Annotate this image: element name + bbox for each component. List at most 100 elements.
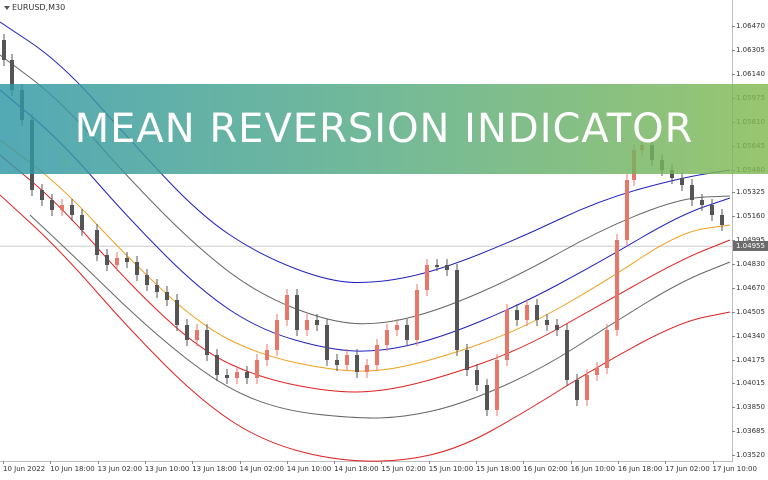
dropdown-triangle-icon[interactable]	[4, 5, 10, 10]
bearish-candle	[555, 325, 559, 330]
time-tick-label: 10 Jun 18:00	[50, 461, 95, 473]
bearish-candle	[245, 372, 249, 378]
time-tick-label: 16 Jun 02:00	[523, 461, 568, 473]
time-tick-label: 17 Jun 10:00	[712, 461, 757, 473]
time-tick-label: 15 Jun 02:00	[381, 461, 426, 473]
mean-line	[0, 139, 731, 372]
bearish-candle	[315, 320, 319, 325]
symbol-label: EURUSD,M30	[4, 3, 65, 12]
bullish-candle	[275, 320, 279, 350]
time-tick-label: 14 Jun 18:00	[334, 461, 379, 473]
bearish-candle	[545, 320, 549, 325]
bullish-candle	[615, 240, 619, 330]
price-tick-label: 1.04505	[732, 307, 765, 316]
bearish-candle	[325, 325, 329, 360]
bearish-candle	[185, 325, 189, 340]
symbol-text: EURUSD,M30	[12, 3, 66, 12]
price-tick-label: 1.04340	[732, 331, 765, 340]
price-tick-label: 1.03520	[732, 451, 765, 459]
bearish-candle	[10, 60, 14, 90]
bearish-candle	[125, 258, 129, 262]
bearish-candle	[145, 275, 149, 285]
bearish-candle	[70, 205, 74, 215]
time-axis[interactable]: 10 Jun 2022 10 Jun 18:00 13 Jun 02:00 13 Ju…	[0, 461, 768, 480]
bearish-candle	[165, 292, 169, 300]
bearish-candle	[215, 355, 219, 375]
price-chart[interactable]	[0, 0, 733, 462]
time-tick-label: 16 Jun 10:00	[570, 461, 616, 473]
bullish-candle	[255, 360, 259, 378]
time-tick-label: 16 Jun 18:00	[617, 461, 663, 473]
bearish-candle	[405, 325, 409, 340]
bullish-candle	[115, 258, 119, 265]
bullish-candle	[425, 265, 429, 290]
bearish-candle	[2, 40, 6, 60]
price-tick-label: 1.06305	[732, 45, 765, 54]
bullish-candle	[415, 290, 419, 340]
time-tick-label: 17 Jun 02:00	[665, 461, 710, 473]
bearish-candle	[670, 170, 674, 178]
time-tick-label: 10 Jun 2022	[3, 461, 46, 473]
bearish-candle	[720, 215, 724, 225]
bearish-candle	[355, 355, 359, 372]
price-tick-label: 1.03685	[732, 426, 765, 435]
price-tick-label: 1.03850	[732, 402, 765, 411]
bearish-candle	[565, 330, 569, 380]
bullish-candle	[385, 330, 389, 345]
bearish-candle	[40, 190, 44, 200]
bearish-candle	[80, 215, 84, 230]
lower-red-band-inner	[0, 154, 731, 393]
current-price-marker: 1.04955	[733, 241, 768, 252]
bearish-candle	[445, 265, 449, 270]
lower-red-band-outer	[0, 194, 731, 462]
time-tick-label: 15 Jun 10:00	[428, 461, 474, 473]
bullish-candle	[305, 320, 309, 330]
bearish-candle	[485, 385, 489, 410]
bullish-candle	[365, 365, 369, 372]
plot-area[interactable]: EURUSD,M30	[0, 0, 733, 462]
title-banner: MEAN REVERSION INDICATOR	[0, 84, 768, 174]
bearish-candle	[335, 360, 339, 365]
bearish-candle	[135, 262, 139, 275]
bearish-candle	[680, 178, 684, 185]
bearish-candle	[575, 380, 579, 400]
bearish-candle	[475, 370, 479, 385]
bullish-candle	[595, 368, 599, 375]
price-tick-label: 1.04670	[732, 283, 765, 292]
price-tick-label: 1.04175	[732, 355, 765, 364]
bearish-candle	[455, 270, 459, 350]
price-axis[interactable]: 1.064701.063051.061401.059751.058101.056…	[732, 0, 768, 462]
bearish-candle	[465, 350, 469, 370]
bullish-candle	[525, 305, 529, 320]
lower-blue-band	[0, 89, 731, 352]
price-tick-label: 1.06140	[732, 69, 765, 78]
bullish-candle	[395, 325, 399, 330]
bullish-candle	[375, 345, 379, 365]
bearish-candle	[175, 300, 179, 325]
bearish-candle	[155, 285, 159, 292]
bearish-candle	[700, 200, 704, 205]
time-tick-label: 13 Jun 18:00	[192, 461, 237, 473]
bearish-candle	[515, 310, 519, 320]
bullish-candle	[605, 330, 609, 368]
bullish-candle	[195, 330, 199, 340]
bearish-candle	[295, 295, 299, 330]
bearish-candle	[95, 230, 99, 255]
bearish-candle	[535, 305, 539, 320]
bullish-candle	[235, 372, 239, 378]
lower-gray-band	[29, 214, 731, 419]
banner-title: MEAN REVERSION INDICATOR	[74, 106, 694, 152]
time-tick-label: 13 Jun 02:00	[97, 461, 143, 473]
bullish-candle	[625, 180, 629, 240]
bearish-candle	[105, 255, 109, 265]
bearish-candle	[710, 205, 714, 215]
price-tick-label: 1.05325	[732, 188, 765, 197]
bearish-candle	[690, 185, 694, 200]
bullish-candle	[505, 310, 509, 360]
bullish-candle	[585, 375, 589, 400]
time-tick-label: 13 Jun 10:00	[144, 461, 190, 473]
bearish-candle	[50, 200, 54, 210]
bearish-candle	[225, 375, 229, 378]
price-tick-label: 1.05160	[732, 212, 765, 221]
